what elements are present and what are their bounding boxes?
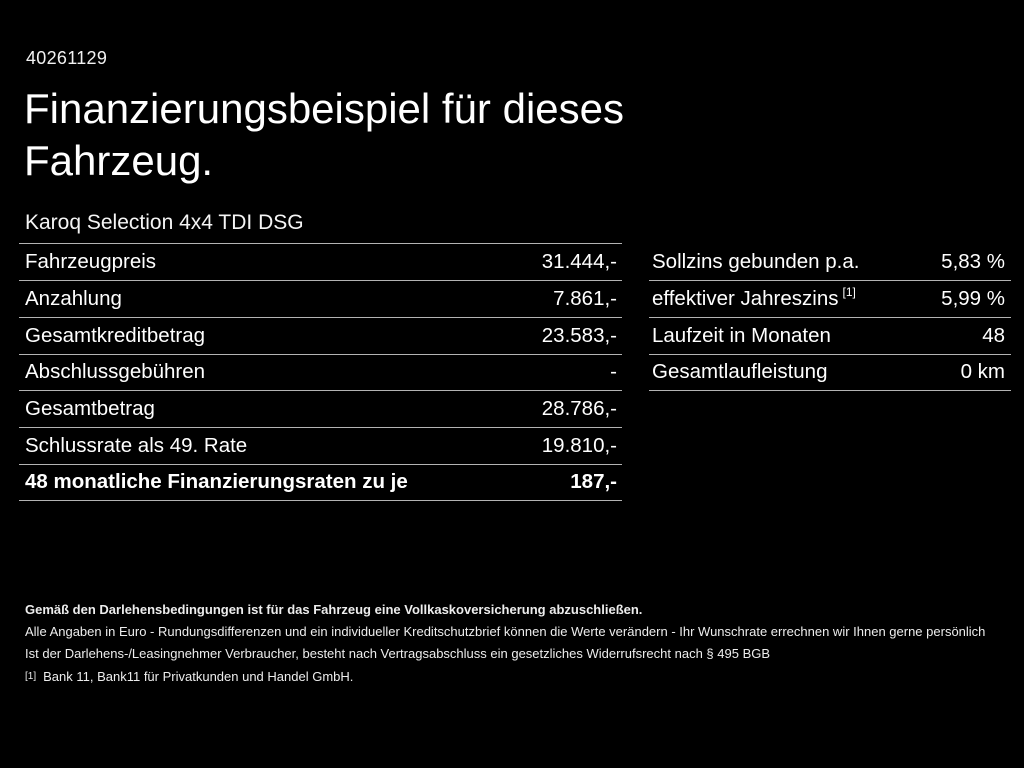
row-label: Anzahlung (25, 286, 122, 310)
footnote-ref-marker: [1] (842, 285, 856, 300)
table-row-gesamtkreditbetrag: Gesamtkreditbetrag 23.583,- (19, 316, 622, 354)
table-row-abschlussgebuehren: Abschlussgebühren - (19, 353, 622, 391)
footnote-marker: [1] (25, 671, 37, 682)
table-row-sollzins: Sollzins gebunden p.a. 5,83 % (649, 244, 1011, 281)
finance-table: Fahrzeugpreis 31.444,- Anzahlung 7.861,-… (19, 243, 622, 501)
row-value: 28.786,- (541, 397, 617, 421)
row-label: Gesamtlaufleistung (652, 360, 828, 384)
footnote-bank-text: Bank 11, Bank11 für Privatkunden und Han… (43, 669, 354, 684)
row-label: Schlussrate als 49. Rate (25, 434, 248, 458)
table-row-gesamtlaufleistung: Gesamtlaufleistung 0 km (649, 355, 1011, 392)
document-number: 40261129 (26, 48, 108, 68)
vehicle-model: Karoq Selection 4x4 TDI DSG (25, 211, 304, 234)
row-value: 5,83 % (941, 249, 1005, 273)
row-value: 5,99 % (941, 286, 1005, 310)
row-label: effektiver Jahreszins [1] (652, 285, 856, 311)
row-value: 31.444,- (541, 249, 617, 273)
table-row-schlussrate: Schlussrate als 49. Rate 19.810,- (19, 427, 622, 464)
row-label: Abschlussgebühren (25, 360, 206, 384)
conditions-table: Sollzins gebunden p.a. 5,83 % effektiver… (649, 244, 1011, 392)
footnote-disclaimer-2: Ist der Darlehens-/Leasingnehmer Verbrau… (25, 646, 771, 661)
row-label: Gesamtkreditbetrag (25, 323, 206, 347)
footnotes-section: Gemäß den Darlehensbedingungen ist für d… (25, 599, 985, 690)
table-row-fahrzeugpreis: Fahrzeugpreis 31.444,- (19, 243, 622, 280)
row-value: 7.861,- (553, 286, 617, 310)
table-row-monatsrate: 48 monatliche Finanzierungsraten zu je 1… (19, 464, 622, 501)
row-label: Fahrzeugpreis (25, 249, 157, 273)
row-label: Laufzeit in Monaten (652, 323, 831, 347)
row-value: - (610, 360, 617, 384)
table-row-anzahlung: Anzahlung 7.861,- (19, 279, 622, 317)
page-title: Finanzierungsbeispiel für dieses Fahrzeu… (24, 83, 624, 187)
footnote-insurance: Gemäß den Darlehensbedingungen ist für d… (25, 602, 643, 617)
table-row-gesamtbetrag: Gesamtbetrag 28.786,- (19, 390, 622, 427)
row-label: Gesamtbetrag (25, 397, 155, 421)
row-label: 48 monatliche Finanzierungsraten zu je (25, 470, 408, 494)
page-title-line-2: Fahrzeug. (24, 137, 214, 184)
row-label: Sollzins gebunden p.a. (652, 249, 860, 273)
row-value: 0 km (960, 360, 1005, 384)
row-value: 23.583,- (541, 323, 617, 347)
footnote-disclaimer-1: Alle Angaben in Euro - Rundungsdifferenz… (25, 624, 986, 639)
row-value: 187,- (570, 470, 617, 494)
footnote-bank: [1] Bank 11, Bank11 für Privatkunden und … (25, 666, 985, 690)
row-value: 48 (982, 323, 1005, 347)
page-title-line-1: Finanzierungsbeispiel für dieses (24, 85, 624, 132)
table-row-effektiver-jahreszins: effektiver Jahreszins [1] 5,99 % (649, 281, 1011, 318)
table-row-laufzeit: Laufzeit in Monaten 48 (649, 318, 1011, 355)
row-value: 19.810,- (541, 434, 617, 458)
